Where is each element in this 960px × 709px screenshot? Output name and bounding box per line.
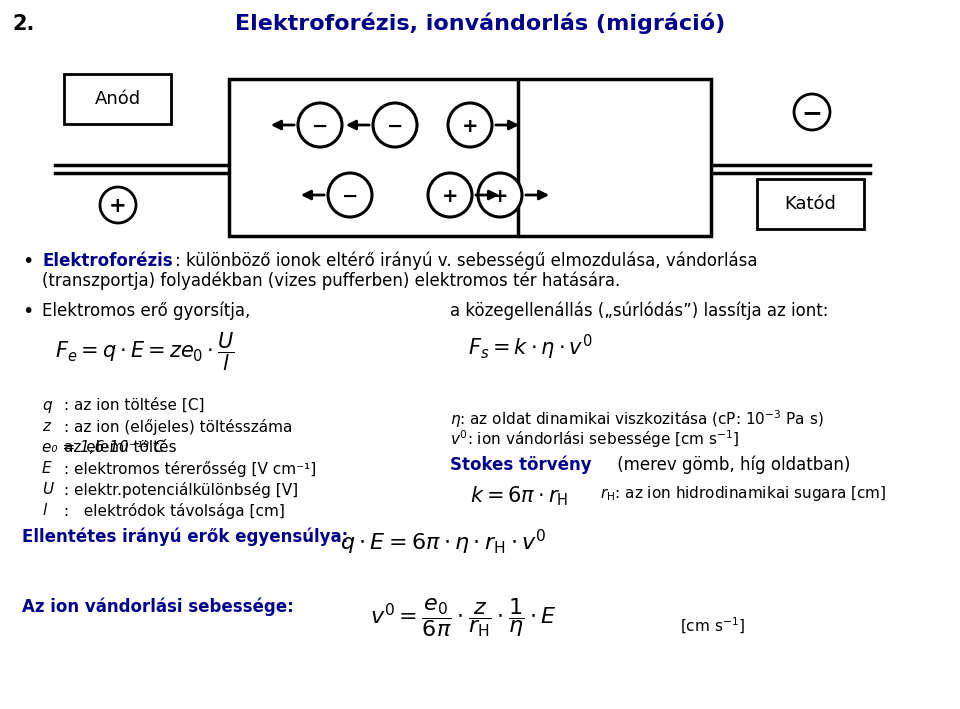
- Text: Ellentétes irányú erők egyensúlya:: Ellentétes irányú erők egyensúlya:: [22, 528, 348, 547]
- Text: +: +: [462, 116, 478, 135]
- Circle shape: [794, 94, 830, 130]
- Text: e₀ = 1,6·10⁻¹⁹ C: e₀ = 1,6·10⁻¹⁹ C: [42, 440, 164, 455]
- Text: −: −: [312, 116, 328, 135]
- Text: •: •: [22, 252, 34, 271]
- Text: : az ion (előjeles) töltésszáma: : az ion (előjeles) töltésszáma: [64, 419, 293, 435]
- Text: l: l: [42, 503, 46, 518]
- Text: −: −: [802, 101, 823, 125]
- Text: Elektroforézis, ionvándorlás (migráció): Elektroforézis, ionvándorlás (migráció): [235, 12, 725, 33]
- Text: −: −: [387, 116, 403, 135]
- Text: a közegellenállás („súrlódás”) lassítja az iont:: a közegellenállás („súrlódás”) lassítja …: [450, 302, 828, 320]
- Text: $F_e = q \cdot E = ze_0 \cdot \dfrac{U}{l}$: $F_e = q \cdot E = ze_0 \cdot \dfrac{U}{…: [55, 330, 235, 372]
- Circle shape: [328, 173, 372, 217]
- Circle shape: [100, 187, 136, 223]
- Text: [cm s$^{-1}$]: [cm s$^{-1}$]: [680, 616, 745, 636]
- Text: Elektromos erő gyorsítja,: Elektromos erő gyorsítja,: [42, 302, 251, 320]
- FancyBboxPatch shape: [64, 74, 171, 124]
- Text: $k = 6\pi \cdot r_{\rm H}$: $k = 6\pi \cdot r_{\rm H}$: [470, 484, 568, 508]
- Text: q: q: [42, 398, 52, 413]
- FancyBboxPatch shape: [229, 79, 711, 236]
- Text: E: E: [42, 461, 52, 476]
- Text: +: +: [109, 196, 127, 216]
- Text: Stokes törvény: Stokes törvény: [450, 456, 591, 474]
- Text: $r_{\rm H}$: az ion hidrodinamikai sugara [cm]: $r_{\rm H}$: az ion hidrodinamikai sugar…: [600, 484, 886, 503]
- Text: $v^0$: ion vándorlási sebessége [cm s$^{-1}$]: $v^0$: ion vándorlási sebessége [cm s$^{…: [450, 428, 739, 450]
- Text: $F_s = k \cdot \eta \cdot v^0$: $F_s = k \cdot \eta \cdot v^0$: [468, 333, 592, 362]
- Text: Anód: Anód: [94, 90, 140, 108]
- Text: Az ion vándorlási sebessége:: Az ion vándorlási sebessége:: [22, 598, 294, 617]
- Text: Elektroforézis: Elektroforézis: [42, 252, 173, 270]
- Circle shape: [428, 173, 472, 217]
- Text: $q \cdot E = 6\pi \cdot \eta \cdot r_{\rm H} \cdot v^0$: $q \cdot E = 6\pi \cdot \eta \cdot r_{\r…: [340, 528, 546, 557]
- Text: : az ion töltése [C]: : az ion töltése [C]: [64, 398, 204, 413]
- Text: (transzportja) folyadékban (vizes pufferben) elektromos tér hatására.: (transzportja) folyadékban (vizes puffer…: [42, 272, 620, 291]
- Circle shape: [448, 103, 492, 147]
- Circle shape: [478, 173, 522, 217]
- Text: : elektr.potenciálkülönbség [V]: : elektr.potenciálkülönbség [V]: [64, 482, 299, 498]
- Text: +: +: [492, 186, 508, 206]
- Text: $v^0 = \dfrac{e_0}{6\pi} \cdot \dfrac{z}{r_{\rm H}} \cdot \dfrac{1}{\eta} \cdot : $v^0 = \dfrac{e_0}{6\pi} \cdot \dfrac{z}…: [370, 596, 557, 639]
- Text: (merev gömb, híg oldatban): (merev gömb, híg oldatban): [612, 456, 851, 474]
- Text: •: •: [22, 302, 34, 321]
- Circle shape: [373, 103, 417, 147]
- Text: 2.: 2.: [12, 14, 35, 34]
- FancyBboxPatch shape: [757, 179, 864, 229]
- Text: :   elektródok távolsága [cm]: : elektródok távolsága [cm]: [64, 503, 285, 519]
- Text: Katód: Katód: [784, 195, 836, 213]
- Text: : elektromos térerősség [V cm⁻¹]: : elektromos térerősség [V cm⁻¹]: [64, 461, 316, 477]
- Circle shape: [298, 103, 342, 147]
- Text: $\eta$: az oldat dinamikai viszkozitása (cP: 10$^{-3}$ Pa s): $\eta$: az oldat dinamikai viszkozitása …: [450, 408, 824, 430]
- Text: z: z: [42, 419, 50, 434]
- Text: −: −: [342, 186, 358, 206]
- Text: az elemi töltés: az elemi töltés: [64, 440, 177, 455]
- Text: +: +: [442, 186, 458, 206]
- Text: U: U: [42, 482, 53, 497]
- Text: : különböző ionok eltérő irányú v. sebességű elmozdulása, vándorlása: : különböző ionok eltérő irányú v. sebes…: [175, 252, 757, 271]
